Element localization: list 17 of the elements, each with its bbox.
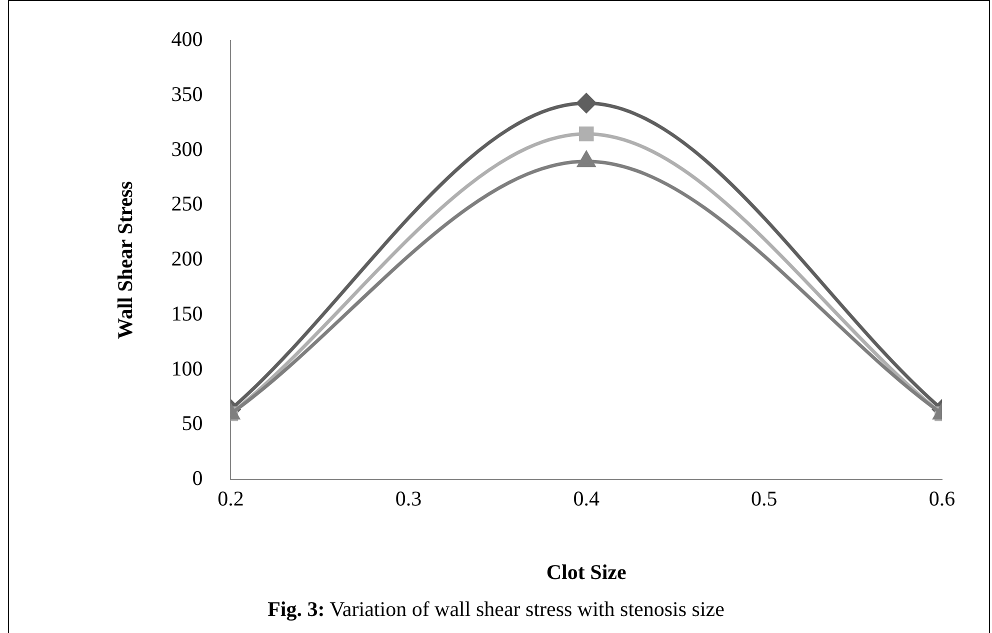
x-tick-label: 0.5 bbox=[751, 486, 778, 511]
y-axis-title: Wall Shear Stress bbox=[113, 181, 138, 340]
y-tick-label: 100 bbox=[171, 356, 203, 380]
y-tick-label: 300 bbox=[171, 136, 203, 161]
y-tick-label: 400 bbox=[171, 27, 203, 52]
x-tick-label: 0.2 bbox=[218, 486, 244, 511]
y-tick-label: 350 bbox=[171, 82, 203, 106]
x-axis-title: Clot Size bbox=[546, 560, 626, 584]
caption: Fig. 3: Variation of wall shear stress with stenosis size bbox=[266, 597, 726, 622]
x-tick-label: 0.6 bbox=[928, 486, 956, 511]
x-tick-label: 0.4 bbox=[573, 486, 600, 511]
y-tick-label: 250 bbox=[171, 192, 203, 216]
y-tick-label: 200 bbox=[171, 246, 203, 271]
y-tick-label: 50 bbox=[182, 411, 203, 436]
x-tick-label: 0.3 bbox=[395, 486, 422, 511]
y-tick-label: 150 bbox=[171, 301, 203, 326]
y-tick-label: 0 bbox=[192, 466, 203, 490]
